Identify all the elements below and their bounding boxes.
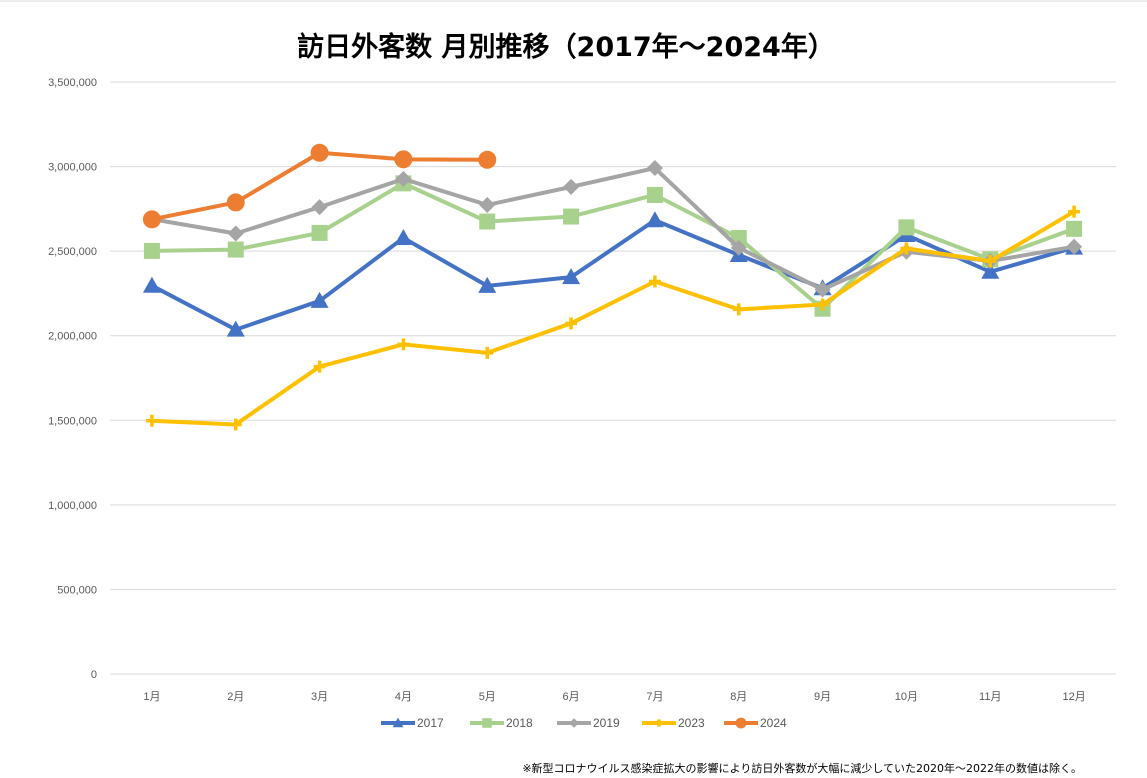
marker-square	[482, 718, 492, 728]
x-tick-label: 10月	[895, 691, 918, 703]
y-tick-label: 2,500,000	[48, 246, 97, 258]
y-tick-label: 2,000,000	[48, 331, 97, 343]
marker-plus	[655, 719, 663, 727]
legend: 2017 2018 2019 2023 2024	[381, 716, 787, 730]
x-tick-label: 1月	[143, 691, 160, 703]
marker-plus	[816, 298, 829, 311]
marker-triangle	[645, 211, 664, 228]
marker-diamond	[569, 718, 579, 728]
marker-plus	[481, 346, 494, 359]
series-line-2018	[151, 181, 1075, 311]
marker-diamond	[395, 170, 412, 187]
marker-square	[898, 219, 915, 236]
marker-triangle	[142, 276, 161, 293]
marker-triangle	[392, 717, 404, 728]
marker-diamond	[730, 239, 747, 256]
marker-square	[143, 242, 160, 259]
legend-label: 2019	[593, 716, 620, 730]
legend-item-2024: 2024	[724, 716, 787, 730]
y-tick-label: 1,500,000	[48, 415, 97, 427]
marker-triangle	[981, 262, 1000, 279]
x-tick-label: 8月	[730, 691, 747, 703]
x-tick-label: 6月	[563, 691, 580, 703]
chart-title: 訪日外客数 月別推移（2017年～2024年）	[297, 31, 835, 63]
series-group	[142, 143, 1084, 431]
x-tick-label: 11月	[979, 691, 1001, 703]
y-tick-label: 3,500,000	[48, 77, 97, 89]
marker-square	[227, 241, 244, 258]
x-tick-label: 9月	[814, 691, 831, 703]
x-tick-label: 5月	[479, 691, 496, 703]
marker-diamond	[479, 196, 496, 213]
marker-circle	[735, 717, 747, 729]
x-tick-label: 7月	[646, 691, 663, 703]
marker-plus	[229, 418, 242, 431]
legend-label: 2023	[678, 716, 705, 730]
x-tick-label: 3月	[311, 691, 328, 703]
series-2024	[142, 143, 497, 229]
series-line-2019	[151, 166, 1075, 292]
marker-plus	[984, 255, 997, 268]
marker-square	[646, 186, 663, 203]
marker-diamond	[227, 225, 244, 242]
marker-plus	[732, 303, 745, 316]
marker-triangle	[310, 291, 329, 308]
y-tick-label: 3,000,000	[48, 162, 97, 174]
marker-plus	[313, 360, 326, 373]
y-tick-label: 500,000	[57, 584, 97, 596]
x-tick-label: 12月	[1062, 691, 1085, 703]
marker-plus	[565, 317, 578, 330]
marker-diamond	[311, 199, 328, 216]
x-tick-label: 2月	[227, 691, 244, 703]
legend-item-2019: 2019	[557, 716, 620, 730]
y-tick-label: 0	[91, 669, 97, 681]
marker-circle	[310, 143, 329, 162]
legend-item-2018: 2018	[470, 716, 533, 730]
legend-label: 2017	[417, 716, 444, 730]
series-line-2017	[150, 218, 1075, 332]
y-tick-label: 1,000,000	[48, 500, 97, 512]
marker-plus	[1068, 205, 1081, 218]
marker-plus	[648, 275, 661, 288]
marker-diamond	[814, 281, 831, 298]
y-axis-ticks: 0 500,000 1,000,000 1,500,000 2,000,000 2,500…	[48, 77, 97, 681]
x-axis-ticks: 1月 2月 3月 4月 5月 6月 7月 8月 9月 10月 11月 12月	[143, 691, 1085, 703]
marker-circle	[142, 210, 161, 229]
marker-square	[563, 208, 580, 225]
marker-plus	[900, 242, 913, 255]
legend-label: 2024	[760, 716, 787, 730]
marker-square	[479, 213, 496, 230]
marker-diamond	[646, 160, 663, 177]
marker-triangle	[394, 228, 413, 245]
marker-triangle	[478, 276, 497, 293]
marker-circle	[226, 193, 245, 212]
legend-item-2023: 2023	[642, 716, 705, 730]
x-tick-label: 4月	[395, 691, 412, 703]
series-line-2023	[151, 209, 1076, 427]
marker-plus	[145, 414, 158, 427]
marker-square	[311, 224, 328, 241]
marker-diamond	[563, 178, 580, 195]
gridlines	[110, 81, 1116, 675]
marker-square	[1066, 220, 1083, 237]
marker-triangle	[226, 320, 245, 337]
marker-circle	[478, 150, 497, 169]
footnote: ※新型コロナウイルス感染症拡大の影響により訪日外客数が大幅に減少していた2020…	[522, 761, 1082, 775]
marker-diamond	[1066, 238, 1083, 255]
legend-label: 2018	[506, 716, 533, 730]
marker-circle	[394, 150, 413, 169]
legend-item-2017: 2017	[381, 716, 444, 730]
marker-triangle	[562, 268, 581, 285]
marker-plus	[397, 338, 410, 351]
series-2023	[145, 205, 1081, 431]
